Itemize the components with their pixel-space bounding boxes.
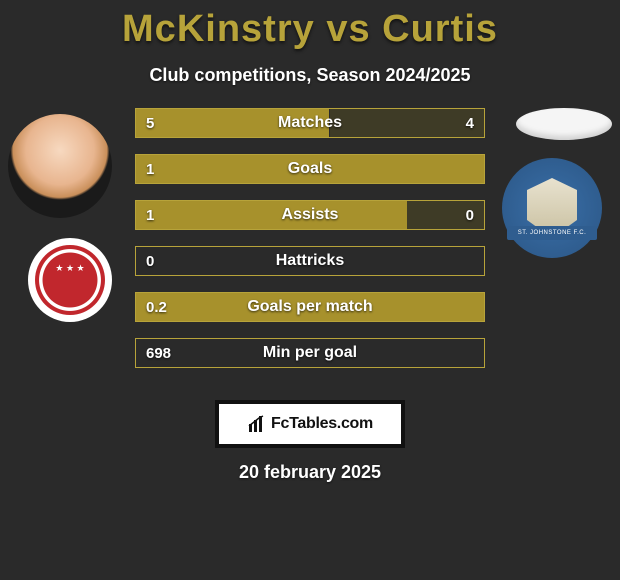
brand-logo-icon [247,414,267,434]
player1-avatar [8,114,112,218]
metric-row: 0Hattricks [135,246,485,276]
vs-word: vs [326,8,370,50]
player1-club-badge [28,238,112,322]
subtitle: Club competitions, Season 2024/2025 [0,65,620,86]
metric-label: Assists [136,201,484,229]
metric-row: 10Assists [135,200,485,230]
metric-label: Goals [136,155,484,183]
player1-name: McKinstry [122,8,315,50]
player2-avatar [516,108,612,140]
metric-label: Goals per match [136,293,484,321]
club2-ribbon: ST. JOHNSTONE F.C. [507,226,597,240]
metric-label: Matches [136,109,484,137]
metric-row: 1Goals [135,154,485,184]
metric-label: Min per goal [136,339,484,367]
player2-club-badge: ST. JOHNSTONE F.C. [502,158,602,258]
metric-row: 698Min per goal [135,338,485,368]
brand-badge: FcTables.com [215,400,405,448]
date-text: 20 february 2025 [0,462,620,483]
brand-text: FcTables.com [271,415,373,433]
metric-label: Hattricks [136,247,484,275]
club1-crest-icon [35,245,105,315]
metric-bars: 54Matches 1Goals 10Assists 0Hattricks 0.2Goa… [135,108,485,384]
page-title: McKinstry vs Curtis [0,0,620,51]
metric-row: 54Matches [135,108,485,138]
player2-name: Curtis [382,8,498,50]
comparison-panel: ST. JOHNSTONE F.C. 54Matches 1Goals 10Assi… [0,108,620,528]
metric-row: 0.2Goals per match [135,292,485,322]
